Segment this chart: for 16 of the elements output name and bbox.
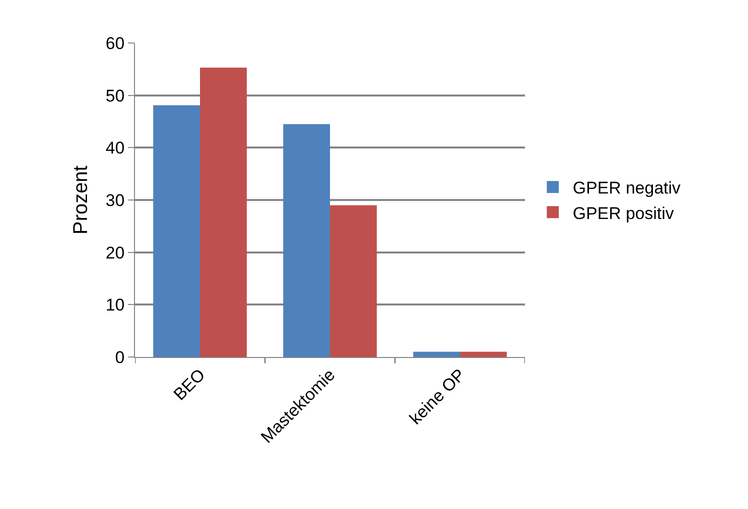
bar <box>283 124 330 357</box>
y-tick-label: 60 <box>106 34 125 53</box>
y-tick-label: 0 <box>115 348 125 367</box>
y-tick-label: 40 <box>106 138 125 158</box>
y-axis-title: Prozent <box>70 165 92 234</box>
y-tick-label: 30 <box>106 190 125 210</box>
bar <box>460 352 507 357</box>
legend-label: GPER positiv <box>572 204 674 223</box>
y-tick-label: 10 <box>106 296 125 315</box>
bar <box>200 68 247 357</box>
bar <box>153 105 200 357</box>
legend-label: GPER negativ <box>572 178 682 198</box>
y-tick-label: 50 <box>106 86 125 106</box>
bar <box>330 205 377 357</box>
bar <box>413 352 460 357</box>
y-tick-label: 20 <box>106 243 125 262</box>
